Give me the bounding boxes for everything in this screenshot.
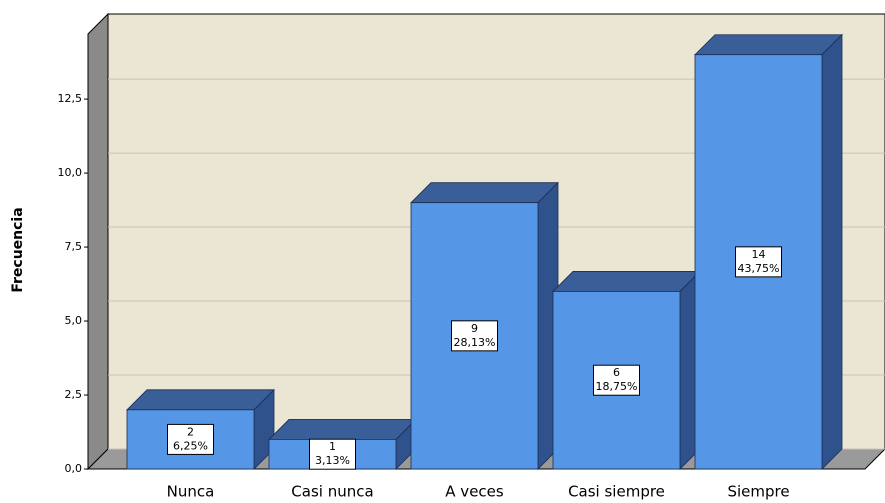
- data-label: 28,13%: [454, 336, 496, 349]
- data-label: 6: [613, 366, 620, 379]
- y-axis-title: Frecuencia: [10, 207, 26, 292]
- bar-side: [821, 33, 843, 470]
- bar-top: [552, 271, 701, 292]
- data-label: 9: [471, 322, 478, 335]
- data-label: 14: [752, 248, 766, 261]
- y-tick-label: 2,5: [65, 388, 83, 401]
- bar: [410, 181, 559, 470]
- bar-top: [410, 182, 559, 204]
- data-label-box: [451, 320, 498, 352]
- data-label: 2: [187, 425, 194, 438]
- bar-top: [126, 389, 275, 411]
- x-tick-label: Nunca: [167, 483, 215, 501]
- data-label-box: [167, 423, 214, 455]
- data-label: 6,25%: [173, 439, 208, 452]
- data-label: 1: [329, 440, 336, 453]
- bar-top: [694, 34, 843, 56]
- y-tick-label: 10,0: [58, 166, 83, 179]
- x-tick-label: Casi siempre: [568, 483, 665, 501]
- data-label: 18,75%: [596, 380, 638, 393]
- y-tick-label: 7,5: [65, 240, 83, 253]
- y-tick-label: 5,0: [65, 314, 83, 327]
- bar-top: [268, 419, 417, 440]
- data-label-box: [593, 364, 640, 396]
- data-label: 43,75%: [738, 262, 780, 275]
- y-tick-label: 12,5: [58, 92, 83, 105]
- data-label-box: [309, 438, 356, 470]
- x-tick-label: A veces: [445, 483, 504, 501]
- data-label-box: [735, 246, 782, 278]
- y-tick-label: 0,0: [65, 462, 83, 475]
- side-wall: [87, 12, 109, 471]
- data-label: 3,13%: [315, 454, 350, 467]
- x-tick-label: Casi nunca: [291, 483, 373, 501]
- x-tick-label: Siempre: [727, 483, 789, 501]
